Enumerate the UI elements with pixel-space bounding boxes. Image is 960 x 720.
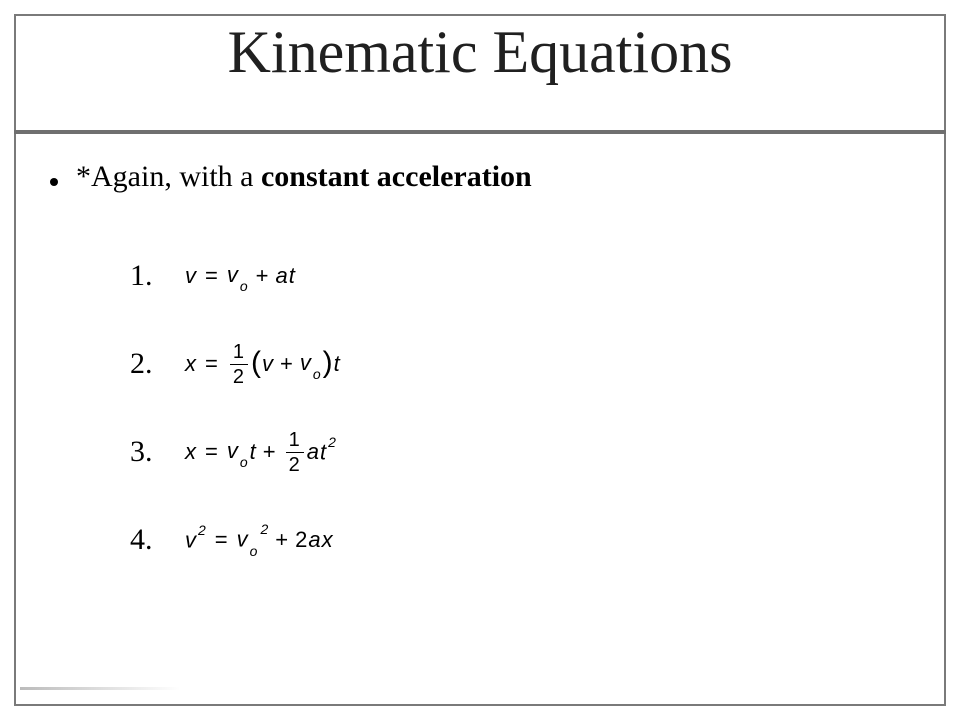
sym-t: t: [250, 439, 257, 465]
equation-row-1: 1. v = vo + at: [130, 246, 920, 306]
sym-a: a: [308, 527, 321, 553]
fraction-bar: [230, 364, 248, 365]
sym-a: a: [276, 263, 289, 289]
fraction-bar: [286, 452, 304, 453]
sym-x: x: [322, 527, 334, 553]
paren-close: ): [323, 348, 334, 378]
equation-body-2: x = 1 2 ( v + vo ) t: [185, 342, 341, 387]
equation-number: 2.: [130, 347, 185, 381]
sym-v02: vo2: [237, 525, 270, 555]
sym-t: t: [289, 263, 296, 289]
equation-number: 3.: [130, 435, 185, 469]
title-section: Kinematic Equations: [0, 18, 960, 87]
sym-v0: vo: [227, 262, 250, 290]
equation-row-3: 3. x = vo t + 1 2 at2: [130, 422, 920, 482]
sym-v2: v2: [185, 526, 207, 553]
equation-list: 1. v = vo + at 2. x = 1 2: [130, 246, 920, 570]
sym-equals: =: [205, 439, 219, 465]
sym-v0: vo: [300, 350, 323, 378]
sym-v: v: [262, 351, 274, 377]
paren-open: (: [251, 348, 262, 378]
sym-v0: vo: [227, 438, 250, 466]
sym-a: a: [307, 439, 320, 465]
bullet-text: *Again, with a constant acceleration: [76, 160, 532, 194]
title-divider: [14, 130, 946, 134]
bullet-bold: constant acceleration: [261, 160, 532, 193]
sym-equals: =: [205, 351, 219, 377]
bullet-dot-icon: [50, 178, 58, 186]
equation-body-3: x = vo t + 1 2 at2: [185, 430, 337, 475]
sym-equals: =: [215, 527, 229, 553]
sym-plus: +: [280, 351, 294, 377]
sym-x: x: [185, 351, 197, 377]
bullet-item: *Again, with a constant acceleration: [50, 160, 920, 194]
slide-title: Kinematic Equations: [0, 18, 960, 87]
sym-v: v: [185, 263, 197, 289]
bullet-prefix: *Again, with a: [76, 160, 261, 193]
sym-plus: +: [256, 263, 270, 289]
sym-t: t: [334, 351, 341, 377]
sym-t2: t2: [320, 438, 337, 465]
fraction-half: 1 2: [286, 430, 304, 475]
sym-x: x: [185, 439, 197, 465]
footer-accent: [20, 687, 180, 690]
slide-body: *Again, with a constant acceleration 1. …: [50, 160, 920, 598]
equation-body-1: v = vo + at: [185, 262, 296, 290]
sym-equals: =: [205, 263, 219, 289]
equation-row-2: 2. x = 1 2 ( v + vo ) t: [130, 334, 920, 394]
slide: Kinematic Equations *Again, with a const…: [0, 0, 960, 720]
sym-plus: +: [275, 527, 289, 553]
sym-two: 2: [295, 527, 308, 553]
sym-plus: +: [263, 439, 277, 465]
fraction-half: 1 2: [230, 342, 248, 387]
equation-number: 1.: [130, 259, 185, 293]
equation-row-4: 4. v2 = vo2 + 2ax: [130, 510, 920, 570]
equation-number: 4.: [130, 523, 185, 557]
equation-body-4: v2 = vo2 + 2ax: [185, 525, 334, 555]
